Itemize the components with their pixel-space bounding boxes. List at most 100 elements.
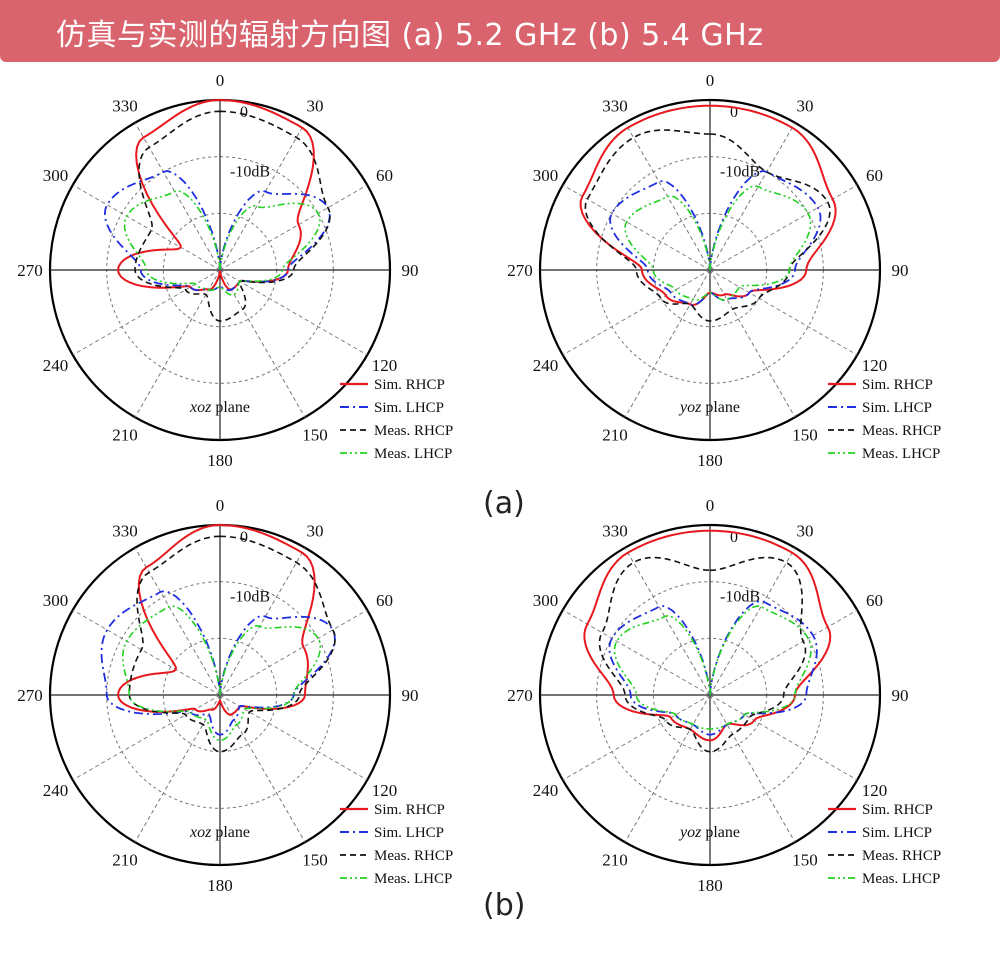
legend-label: Sim. LHCP [374,825,444,841]
angle-tick-label: 120 [372,356,398,375]
angle-tick-label: 150 [302,851,328,870]
angle-tick-label: 330 [112,521,138,540]
legend-label: Meas. LHCP [862,871,940,887]
legend-label: Sim. RHCP [862,802,933,818]
angle-tick-label: 180 [207,451,233,470]
angle-tick-label: 240 [43,356,69,375]
grid-spoke [624,694,711,843]
grid-spoke [562,269,711,356]
grid-spoke [134,269,221,418]
angle-tick-label: 180 [697,876,723,895]
angle-tick-label: 180 [207,876,233,895]
series-sim-rhcp [583,529,832,742]
series-meas-rhcp [584,129,831,322]
series-meas-rhcp [598,556,807,753]
grid-spoke [219,122,306,271]
series-sim-lhcp [609,170,822,306]
ring-label-0: 0 [240,529,248,546]
angle-tick-label: 120 [862,781,888,800]
ring-label-10db: -10dB [230,164,270,181]
angle-tick-label: 270 [17,261,43,280]
angle-tick-label: 270 [507,261,533,280]
grid-spoke [709,694,858,781]
legend-label: Meas. RHCP [862,423,941,439]
angle-tick-label: 300 [43,166,69,185]
angle-tick-label: 0 [216,496,225,515]
legend-label: Meas. RHCP [862,848,941,864]
angle-tick-label: 0 [216,71,225,90]
legend-label: Sim. RHCP [862,377,933,393]
grid-spoke [709,547,796,696]
polar-chart-1: 0 30 60 90 120 150 180 210 240 270 300 330 0 -10dB yoz… [507,71,941,470]
legend-label: Sim. RHCP [374,377,445,393]
angle-tick-label: 150 [792,851,818,870]
figure-title: 仿真与实测的辐射方向图 (a) 5.2 GHz (b) 5.4 GHz [56,18,764,53]
grid-spoke [219,609,368,696]
polar-chart-3: 0 30 60 90 120 150 180 210 240 270 300 330 0 -10dB yoz… [507,496,941,895]
ring-label-10db: -10dB [720,164,760,181]
panel-label-a: (a) [483,486,525,521]
grid-spoke [709,269,796,418]
grid-spoke [219,269,368,356]
angle-tick-label: 60 [376,166,393,185]
angle-tick-label: 90 [402,686,419,705]
legend-label: Meas. RHCP [374,423,453,439]
legend-label: Sim. LHCP [374,400,444,416]
legend-label: Sim. LHCP [862,400,932,416]
plane-label: xoz plane [189,399,250,416]
ring-label-0: 0 [730,529,738,546]
ring-label-0: 0 [240,104,248,121]
angle-tick-label: 90 [892,686,909,705]
angle-tick-label: 30 [797,96,814,115]
title-banner: 仿真与实测的辐射方向图 (a) 5.2 GHz (b) 5.4 GHz [0,0,1000,62]
angle-tick-label: 240 [533,781,559,800]
angle-tick-label: 300 [533,166,559,185]
angle-tick-label: 210 [112,851,138,870]
grid-spoke [219,269,306,418]
series-meas-rhcp [128,535,336,753]
series-sim-rhcp [117,99,315,292]
series-meas-lhcp [123,190,321,296]
angle-tick-label: 210 [602,851,628,870]
series-sim-lhcp [608,600,818,736]
angle-tick-label: 90 [892,261,909,280]
angle-tick-label: 60 [866,591,883,610]
angle-tick-label: 0 [706,71,715,90]
grid-spoke [624,269,711,418]
grid-spoke [219,694,368,781]
plane-label: xoz plane [189,824,250,841]
angle-tick-label: 180 [697,451,723,470]
angle-tick-label: 150 [302,426,328,445]
angle-tick-label: 240 [533,356,559,375]
ring-label-0: 0 [730,104,738,121]
grid-spoke [709,694,796,843]
series-meas-lhcp [122,605,322,742]
grid-spoke [219,694,306,843]
ring-label-10db: -10dB [230,589,270,606]
grid-spoke [709,269,858,356]
legend-label: Sim. RHCP [374,802,445,818]
polar-chart-2: 0 30 60 90 120 150 180 210 240 270 300 330 0 -10dB xoz… [17,496,453,895]
angle-tick-label: 30 [797,521,814,540]
angle-tick-label: 30 [307,521,324,540]
grid-spoke [709,184,858,271]
angle-tick-label: 30 [307,96,324,115]
legend-label: Meas. LHCP [862,446,940,462]
angle-tick-label: 300 [43,591,69,610]
series-meas-rhcp [134,110,331,322]
series-meas-lhcp [624,185,812,301]
grid-spoke [72,609,221,696]
series-sim-rhcp [117,524,316,716]
angle-tick-label: 270 [507,686,533,705]
angle-tick-label: 60 [376,591,393,610]
grid-spoke [709,609,858,696]
angle-tick-label: 60 [866,166,883,185]
angle-tick-label: 210 [602,426,628,445]
angle-tick-label: 120 [372,781,398,800]
grid-spoke [219,547,306,696]
angle-tick-label: 330 [602,521,628,540]
grid-spoke [562,609,711,696]
angle-tick-label: 330 [112,96,138,115]
angle-tick-label: 120 [862,356,888,375]
